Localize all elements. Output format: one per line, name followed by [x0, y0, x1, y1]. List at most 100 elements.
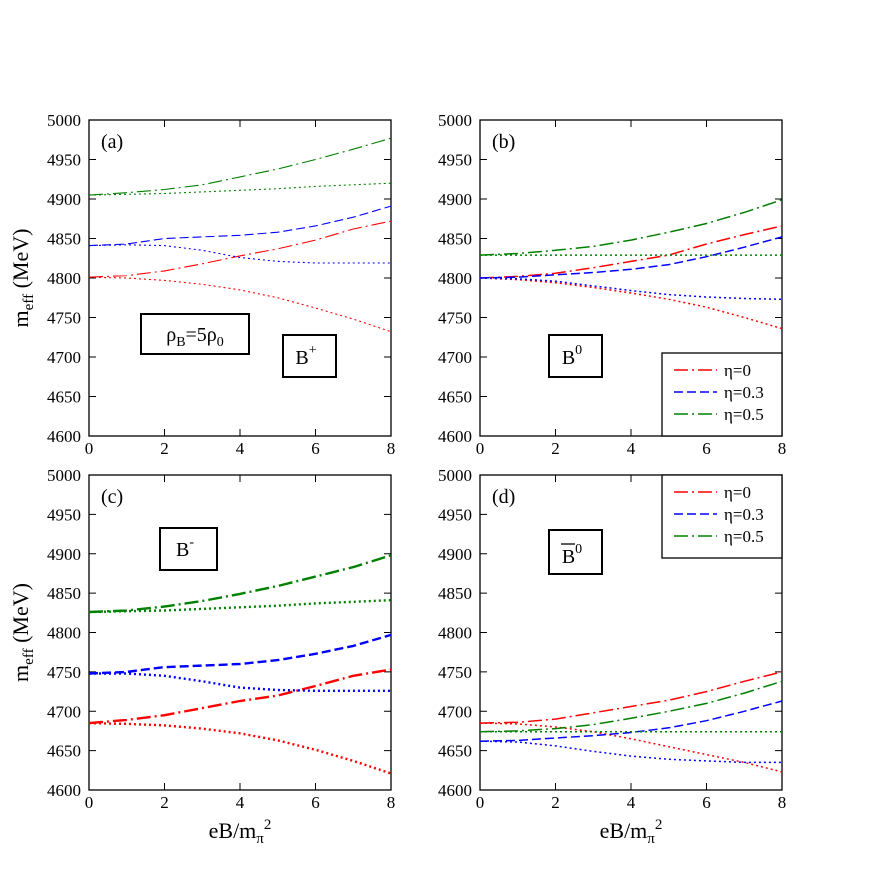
y-tick-label: 4850 [438, 584, 472, 603]
y-tick-label: 4900 [47, 190, 81, 209]
panel-c: 4600 4650 4700 4750 4800 4850 4900 4950 5000 0 2 4 6… [8, 466, 395, 847]
series-eta-03-dotted [479, 740, 782, 764]
plot-frame [88, 474, 392, 791]
series-eta-0-dotted [479, 722, 783, 773]
legend-entry: η=0 [724, 483, 751, 502]
y-tick-label: 4950 [47, 505, 81, 524]
legend-entry: η=0 [724, 361, 751, 380]
panel-label: (b) [492, 131, 515, 153]
y-tick-label: 4600 [47, 781, 81, 800]
y-tick-label: 5000 [438, 466, 472, 485]
series-eta-0-dotted [479, 277, 783, 330]
x-tick-label: 8 [778, 439, 787, 458]
y-tick-label: 4800 [438, 624, 472, 643]
y-tick-label: 4750 [47, 663, 81, 682]
legend-entry: η=0.3 [724, 505, 764, 524]
x-tick-label: 0 [476, 439, 485, 458]
series-eta-05-dotted [88, 599, 392, 614]
particle-box-bminus [159, 527, 218, 571]
particle-label: B0 [562, 343, 582, 369]
x-tick-label: 2 [160, 793, 169, 812]
panel-d: 4600 4650 4700 4750 4800 4850 4900 4950 5000 0 2 4 6… [438, 466, 786, 847]
x-tick-label: 4 [236, 793, 245, 812]
x-tick-label: 8 [778, 793, 787, 812]
particle-box-b0 [548, 334, 603, 378]
y-tick-label: 4800 [438, 269, 472, 288]
series-eta-03-dashed [88, 633, 392, 675]
series-eta-05-dotted [88, 182, 392, 196]
y-tick-label: 4600 [47, 427, 81, 446]
y-axis-label: meff (MeV) [8, 583, 37, 682]
panel-b: 4600 4650 4700 4750 4800 4850 4900 4950 5000 0 2 4 6… [438, 111, 786, 458]
x-tick-label: 0 [85, 793, 94, 812]
y-tick-label: 4700 [47, 702, 81, 721]
y-tick-label: 4650 [438, 388, 472, 407]
series-eta-0-dotted [88, 276, 392, 333]
x-axis-label: eB/mπ2 [600, 817, 663, 847]
series-eta-05-dashdot [88, 137, 392, 196]
y-tick-label: 4950 [47, 151, 81, 170]
x-tick-label: 2 [551, 439, 560, 458]
x-tick-label: 0 [85, 439, 94, 458]
legend-entry: η=0.5 [724, 405, 764, 424]
y-tick-label: 4800 [47, 624, 81, 643]
density-label: ρB=5ρ0 [166, 324, 224, 350]
panel-a: 4600 4650 4700 4750 4800 4850 4900 4950 5000 0 2 4 6… [8, 111, 395, 458]
x-tick-label: 4 [627, 439, 636, 458]
series-eta-05-dashdot [479, 680, 783, 733]
y-tick-label: 4750 [47, 309, 81, 328]
panel-label: (d) [492, 486, 515, 508]
y-tick-label: 4650 [47, 388, 81, 407]
series-eta-03-dotted [88, 244, 391, 264]
particle-label: B+ [295, 343, 316, 369]
series-eta-0-dashdot [88, 668, 392, 725]
y-tick-label: 4800 [47, 269, 81, 288]
series-eta-03-dotted [89, 672, 391, 692]
y-tick-label: 4750 [438, 309, 472, 328]
particle-label: B0 [562, 542, 582, 568]
particle-box-bplus [282, 334, 337, 378]
series-eta-0-dashdot [88, 220, 392, 278]
legends: η=0 η=0.3 η=0.5 η=0 η=0.3 η=0.5 [661, 352, 783, 559]
panel-label: (a) [101, 131, 123, 153]
y-tick-label: 4900 [438, 545, 472, 564]
y-tick-label: 5000 [47, 466, 81, 485]
y-tick-label: 4850 [438, 230, 472, 249]
y-tick-label: 4700 [47, 348, 81, 367]
y-tick-label: 4900 [438, 190, 472, 209]
y-axis-label: meff (MeV) [8, 229, 37, 328]
x-tick-label: 2 [551, 793, 560, 812]
y-tick-label: 5000 [438, 111, 472, 130]
panel-label: (c) [101, 486, 123, 508]
legend-entry: η=0.3 [724, 383, 764, 402]
y-tick-label: 4600 [438, 427, 472, 446]
y-tick-label: 4850 [47, 584, 81, 603]
particle-label: B- [176, 535, 194, 561]
series-eta-03-dashed [479, 236, 783, 279]
x-tick-label: 6 [311, 439, 320, 458]
series-eta-05-dashdot [479, 199, 783, 256]
x-axis-label: eB/mπ2 [209, 817, 272, 847]
x-tick-label: 6 [702, 439, 711, 458]
y-tick-label: 4950 [438, 151, 472, 170]
x-tick-label: 2 [160, 439, 169, 458]
x-tick-label: 6 [311, 793, 320, 812]
y-tick-label: 4750 [438, 663, 472, 682]
series-eta-0-dotted [88, 721, 392, 775]
x-tick-label: 8 [387, 793, 396, 812]
x-tick-label: 6 [702, 793, 711, 812]
annotations: ρB=5ρ0 B+ B0 B- B0 [140, 313, 603, 575]
legend-entry: η=0.5 [724, 527, 764, 546]
particle-box-b0bar [548, 529, 603, 575]
y-tick-label: 4600 [438, 781, 472, 800]
y-tick-label: 4650 [438, 742, 472, 761]
y-tick-label: 4700 [438, 348, 472, 367]
density-box [140, 313, 250, 355]
y-tick-label: 4850 [47, 230, 81, 249]
series-eta-0-dashdot [479, 671, 783, 724]
x-tick-label: 4 [627, 793, 636, 812]
y-tick-label: 4650 [47, 742, 81, 761]
series-eta-05-dashdot [88, 554, 392, 614]
series-eta-0-dashdot [479, 225, 783, 279]
